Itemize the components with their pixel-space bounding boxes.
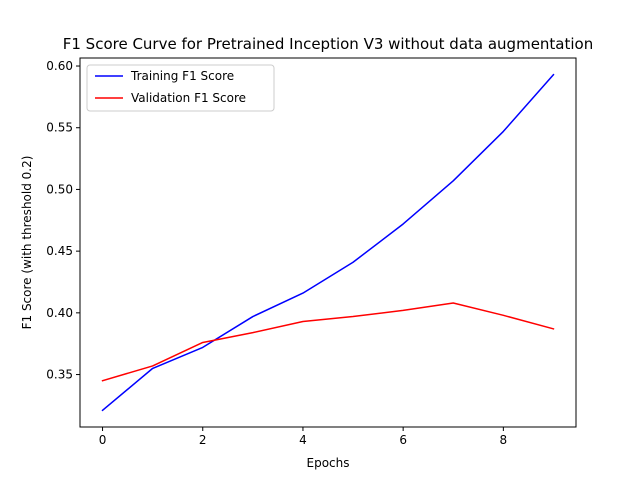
legend-label-validation: Validation F1 Score: [131, 91, 246, 105]
y-tick-label: 0.55: [46, 121, 73, 135]
legend-box: [86, 64, 275, 112]
x-axis-ticks: 0 2 4 6 8: [99, 427, 507, 447]
x-tick-label: 4: [299, 433, 307, 447]
legend-label-training: Training F1 Score: [130, 69, 234, 83]
x-axis-label: Epochs: [307, 456, 350, 470]
y-tick-label: 0.35: [46, 368, 73, 382]
y-tick-label: 0.60: [46, 59, 73, 73]
plot-lines: [101, 73, 555, 412]
series-line-validation-f1-score: [101, 302, 555, 382]
x-tick-label: 2: [199, 433, 207, 447]
y-tick-label: 0.45: [46, 244, 73, 258]
x-tick-label: 0: [99, 433, 107, 447]
y-axis-ticks: 0.35 0.40 0.45 0.50 0.55 0.60: [46, 59, 80, 382]
legend: Training F1 Score Validation F1 Score: [86, 64, 275, 112]
x-tick-label: 6: [399, 433, 407, 447]
chart-title: F1 Score Curve for Pretrained Inception …: [63, 35, 594, 53]
y-tick-label: 0.40: [46, 306, 73, 320]
x-tick-label: 8: [500, 433, 508, 447]
plot-frame: [79, 57, 577, 428]
y-tick-label: 0.50: [46, 182, 73, 196]
y-axis-label: F1 Score (with threshold 0.2): [20, 156, 34, 330]
series-line-training-f1-score: [101, 73, 555, 412]
